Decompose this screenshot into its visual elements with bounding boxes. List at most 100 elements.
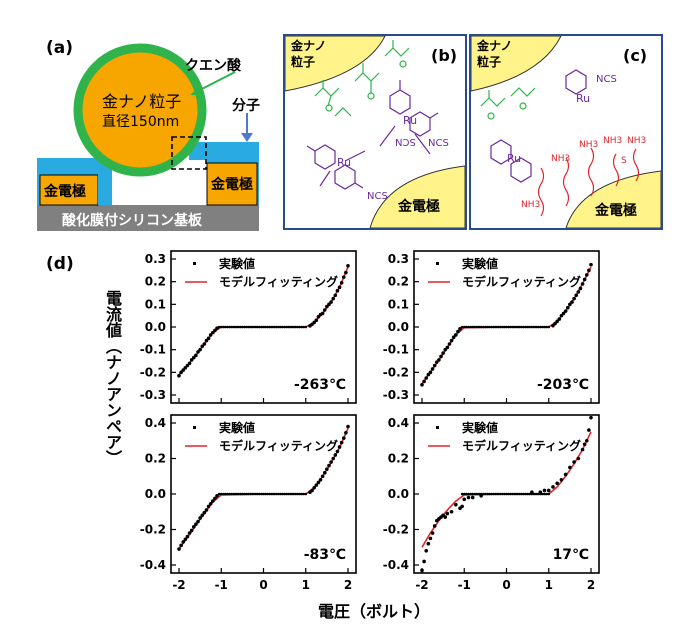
exp-point [447, 342, 452, 346]
exp-point [302, 325, 305, 329]
x-tick-label: 1 [302, 578, 310, 592]
exp-point [253, 325, 257, 329]
exp-point [509, 325, 513, 329]
x-axis-label: 電圧（ボルト） [318, 602, 431, 621]
exp-point [187, 531, 192, 535]
exp-point [333, 453, 338, 457]
exp-point [515, 325, 519, 329]
x-tick-label: -2 [172, 578, 185, 592]
exp-point [494, 492, 498, 496]
legend-exp-text: 実験値 [462, 256, 498, 271]
exp-point [208, 333, 213, 337]
exp-point [532, 492, 536, 496]
exp-point [300, 325, 303, 329]
particle-name: 金ナノ粒子 [102, 92, 182, 111]
exp-point [293, 325, 297, 329]
exp-point [230, 325, 234, 329]
exp-point [241, 325, 244, 329]
exp-point [505, 492, 508, 496]
exp-point [479, 492, 483, 496]
exp-point [563, 472, 568, 477]
exp-point [578, 286, 583, 291]
y-tick-label: 0.2 [388, 452, 409, 466]
exp-point [477, 492, 481, 496]
exp-point [477, 325, 481, 329]
exp-point [312, 320, 317, 325]
legend-exp-marker [193, 426, 196, 429]
exp-point [217, 492, 221, 496]
exp-point [189, 528, 194, 533]
exp-point [451, 335, 456, 340]
exp-point [547, 492, 551, 496]
exp-point [589, 415, 593, 420]
exp-point [200, 344, 205, 349]
panel-b-label: (b) [431, 46, 458, 65]
exp-point [194, 522, 198, 526]
exp-point [314, 318, 319, 323]
electrode-right-gold [206, 162, 258, 206]
panel-c-electrode-label: 金電極 [595, 203, 637, 219]
y-tick-label: 0.2 [388, 275, 409, 289]
temperature-label: 17℃ [553, 547, 589, 563]
ru-label-2: Ru [337, 156, 352, 169]
exp-point [325, 304, 329, 309]
nh3-label-1: NH3 [579, 140, 599, 150]
exp-point [264, 325, 267, 329]
exp-point [312, 485, 317, 490]
exp-point [505, 325, 508, 329]
exp-point [198, 516, 202, 520]
exp-point [226, 492, 229, 496]
exp-point [486, 325, 489, 329]
exp-point [580, 447, 585, 452]
exp-point [471, 325, 475, 329]
temperature-label: -83℃ [304, 547, 346, 563]
exp-point [224, 325, 227, 329]
exp-point [206, 504, 211, 509]
exp-point [536, 325, 540, 329]
y-tick-label: 0.2 [145, 275, 166, 289]
exp-point [500, 325, 504, 329]
y-tick-label: 0.1 [145, 297, 166, 311]
exp-point [458, 327, 462, 331]
exp-point [262, 492, 265, 496]
exp-point [496, 492, 500, 496]
exp-point [454, 502, 458, 507]
panel-b-diagram [285, 36, 465, 228]
exp-point [331, 296, 336, 301]
exp-point [245, 325, 248, 329]
exp-point [270, 492, 274, 496]
panel-c-label: (c) [623, 46, 648, 65]
exp-point [298, 325, 301, 329]
exp-point [587, 268, 591, 273]
exp-point [247, 492, 251, 496]
exp-point [189, 358, 194, 362]
exp-point [329, 300, 333, 304]
exp-point [576, 456, 581, 461]
exp-point [196, 519, 200, 524]
exp-point [449, 338, 454, 343]
y-tick-label: 0.3 [388, 252, 409, 266]
legend-model-text: モデルフィッティング [462, 438, 581, 453]
exp-point [467, 492, 470, 496]
exp-point [202, 342, 207, 346]
electrode-right-text: 金電極 [211, 177, 253, 193]
y-tick-label: -0.4 [383, 558, 409, 572]
exp-point [283, 325, 286, 329]
exp-point [465, 325, 468, 329]
exp-point [298, 492, 301, 496]
exp-point [179, 543, 183, 548]
exp-point [224, 492, 227, 496]
exp-point [316, 315, 321, 319]
exp-point [266, 325, 270, 329]
exp-point [559, 313, 564, 318]
exp-point [572, 296, 576, 301]
exp-point [551, 485, 555, 489]
legend-exp-text: 実験値 [219, 420, 255, 435]
exp-point [283, 492, 286, 496]
exp-point [469, 492, 472, 496]
exp-point [262, 325, 265, 329]
exp-point [462, 497, 467, 502]
exp-point [274, 492, 278, 496]
exp-point [546, 488, 551, 493]
